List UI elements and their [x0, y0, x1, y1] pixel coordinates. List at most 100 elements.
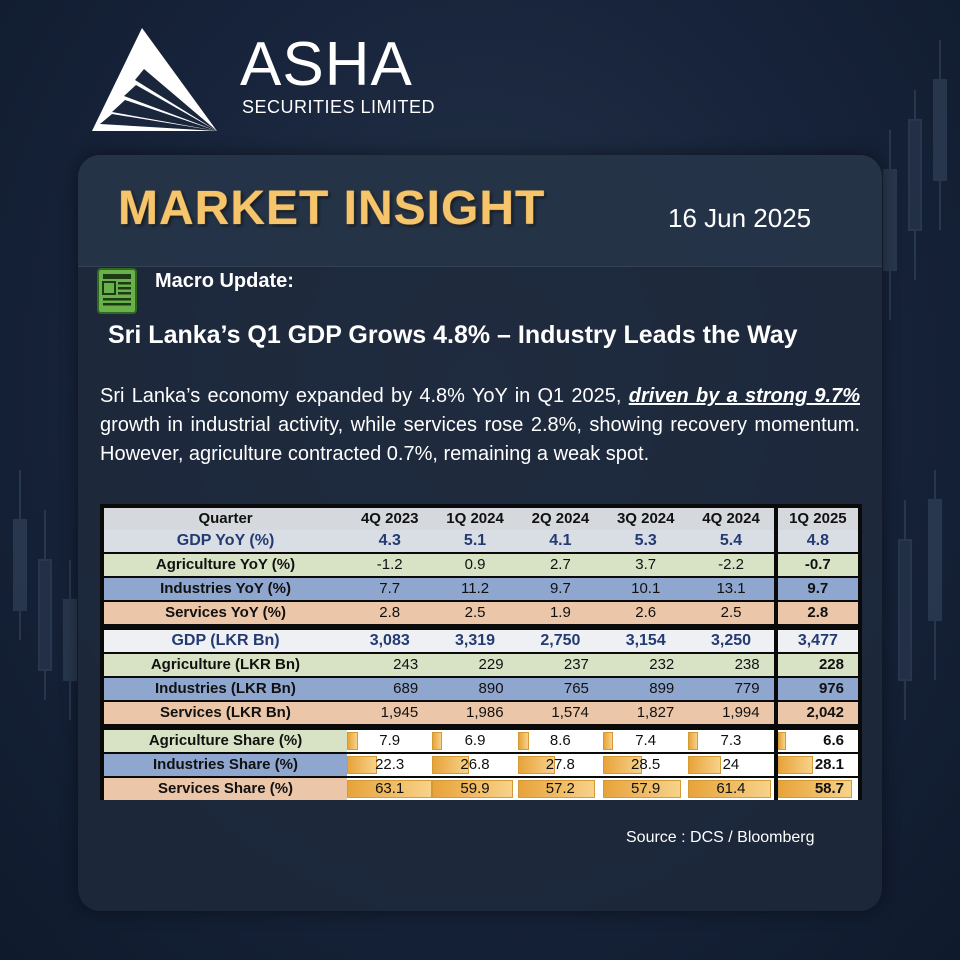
share-bar: [432, 732, 442, 750]
table-cell: 5.3: [603, 530, 689, 552]
table-cell: 1.9: [517, 602, 604, 624]
table-cell: 237: [517, 654, 603, 676]
row-label: Services Share (%): [104, 778, 348, 800]
share-value: 57.2: [545, 780, 575, 797]
table-cell: 11.2: [432, 578, 518, 600]
table-row: Services YoY (%) 2.8 2.5 1.9 2.6 2.5 2.8: [104, 602, 859, 624]
table-cell: 26.8: [432, 754, 518, 776]
row-label: Services YoY (%): [104, 602, 348, 624]
share-bar: [432, 756, 469, 774]
table-row: Agriculture YoY (%) -1.2 0.9 2.7 3.7 -2.2 -0.7: [104, 554, 859, 576]
table-cell: -0.7: [777, 554, 859, 576]
share-value: 57.9: [631, 780, 661, 797]
table-cell: 59.9: [432, 778, 518, 800]
table-header-cell: 4Q 2024: [688, 508, 774, 530]
table-row: GDP (LKR Bn) 3,083 3,319 2,750 3,154 3,250 3,4…: [104, 630, 859, 652]
share-value: 27.8: [545, 756, 575, 773]
share-value: 28.1: [814, 756, 845, 773]
table-cell: 63.1: [347, 778, 433, 800]
row-label: Industries YoY (%): [104, 578, 348, 600]
share-bar: [347, 756, 378, 774]
share-value: 58.7: [814, 780, 845, 797]
table-cell: 57.2: [517, 778, 603, 800]
table-cell: 3.7: [603, 554, 689, 576]
share-value: 7.9: [379, 732, 401, 749]
row-label: Agriculture Share (%): [104, 730, 348, 752]
brand-subtitle: SECURITIES LIMITED: [242, 97, 436, 117]
row-label: Agriculture YoY (%): [104, 554, 348, 576]
table-cell: 3,319: [432, 630, 518, 652]
column-separator: [773, 778, 778, 800]
table-cell: -2.2: [688, 554, 774, 576]
table-cell: 1,827: [602, 702, 689, 724]
table-row: Services Share (%) 63.1 59.9 57.2 57.9 61.4 58…: [104, 778, 859, 800]
table-cell: 2.5: [432, 602, 518, 624]
share-value: 8.6: [549, 732, 571, 749]
table-cell: 4.1: [517, 530, 604, 552]
newspaper-icon: [97, 268, 137, 314]
table-cell: 22.3: [347, 754, 433, 776]
table-row: Industries (LKR Bn) 689 890 765 899 779 976: [104, 678, 858, 700]
date-label: 16 Jun 2025: [668, 203, 812, 233]
table-row: Agriculture Share (%) 7.9 6.9 8.6 7.4 7.3 6.6: [104, 730, 859, 752]
table-cell: 7.7: [347, 578, 433, 600]
table-cell: 4.3: [347, 530, 433, 552]
table-cell: 765: [517, 678, 603, 700]
table-cell: 57.9: [602, 778, 689, 800]
table-cell: 899: [602, 678, 689, 700]
column-separator: [773, 554, 778, 576]
table-cell: 7.9: [347, 730, 433, 752]
share-bar: [688, 756, 721, 774]
table-row: Agriculture (LKR Bn) 243 229 237 232 238 228: [104, 654, 858, 676]
row-label: Industries Share (%): [104, 754, 348, 776]
column-separator: [773, 678, 778, 700]
table-cell: 3,083: [347, 630, 433, 652]
column-separator: [773, 630, 778, 652]
table-cell: 6.9: [432, 730, 518, 752]
share-value: 6.9: [464, 732, 486, 749]
table-cell: 24: [688, 754, 774, 776]
headline: Sri Lanka’s Q1 GDP Grows 4.8% – Industry…: [108, 321, 798, 349]
table-cell: 229: [432, 654, 518, 676]
table-header-cell: 3Q 2024: [603, 508, 689, 530]
source-note: Source : DCS / Bloomberg: [626, 829, 815, 846]
table-cell: 232: [602, 654, 689, 676]
table-cell: 1,574: [517, 702, 603, 724]
table-cell: 4.8: [777, 530, 859, 552]
table-header-cell: 1Q 2025: [777, 508, 859, 530]
table-header-cell: 2Q 2024: [517, 508, 604, 530]
table-header-row: Quarter 4Q 2023 1Q 2024 2Q 2024 3Q 2024 4Q 20…: [104, 508, 859, 530]
gdp-table: Quarter 4Q 2023 1Q 2024 2Q 2024 3Q 2024 4Q 20…: [100, 504, 862, 800]
column-separator: [773, 654, 778, 676]
table-cell: -1.2: [347, 554, 433, 576]
column-separator: [773, 730, 778, 752]
share-value: 61.4: [716, 780, 746, 797]
table-cell: 2.8: [347, 602, 433, 624]
table-cell: 28.1: [777, 754, 859, 776]
share-bar: [688, 732, 699, 750]
share-bar: [688, 780, 772, 798]
column-separator: [773, 754, 778, 776]
table-cell: 228: [777, 654, 858, 676]
table-cell: 779: [688, 678, 774, 700]
table-cell: 5.4: [688, 530, 774, 552]
share-bar: [602, 732, 613, 750]
share-bar: [517, 732, 530, 750]
table-cell: 2,750: [517, 630, 604, 652]
column-separator: [773, 578, 778, 600]
column-separator: [773, 702, 778, 724]
table-cell: 238: [688, 654, 774, 676]
table-cell: 10.1: [603, 578, 689, 600]
table-cell: 2.5: [688, 602, 774, 624]
share-bar: [347, 732, 358, 750]
table-cell: 58.7: [777, 778, 859, 800]
share-value: 24: [722, 756, 740, 773]
table-cell: 6.6: [777, 730, 859, 752]
share-bar: [347, 780, 433, 798]
table-cell: 1,945: [346, 702, 433, 724]
row-label: GDP YoY (%): [104, 530, 348, 552]
share-value: 6.6: [823, 732, 845, 749]
table-cell: 2.7: [517, 554, 604, 576]
column-separator: [773, 508, 778, 530]
